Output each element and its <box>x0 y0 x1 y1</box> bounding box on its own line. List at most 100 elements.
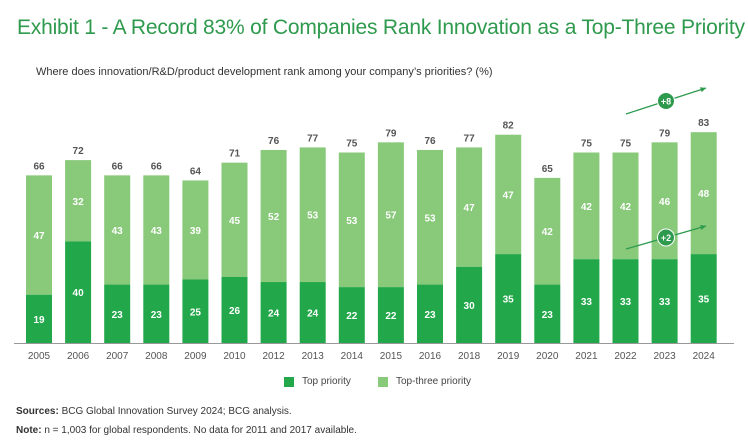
delta-total-badge <box>657 92 675 110</box>
label-top-priority-2008: 23 <box>151 310 163 321</box>
bar-top-priority-2024 <box>690 254 717 343</box>
label-total-2005: 66 <box>33 161 45 172</box>
bar-top-three-2013 <box>299 147 326 283</box>
label-top-priority-2021: 33 <box>581 297 593 308</box>
label-total-2010: 71 <box>229 149 241 160</box>
label-total-2007: 66 <box>112 161 124 172</box>
label-top-priority-2015: 22 <box>385 311 397 322</box>
bar-top-three-2019 <box>495 134 522 255</box>
label-top-three-2019: 47 <box>503 190 515 201</box>
legend-swatch-top-three-priority <box>378 376 388 387</box>
delta-top-priority-arrow-head <box>700 224 706 231</box>
bars-group: 19 47 66 2005 40 32 72 2006 23 43 66 2007 23 43 66 2008… <box>14 118 734 362</box>
x-tick-2013: 2013 <box>302 351 325 362</box>
bar-top-three-2012 <box>260 149 287 283</box>
bar-top-priority-2015 <box>377 287 404 343</box>
label-top-three-2024: 48 <box>698 189 710 200</box>
bar-top-three-2016 <box>417 149 443 285</box>
x-tick-2008: 2008 <box>145 351 168 362</box>
label-total-2024: 83 <box>698 118 710 129</box>
bar-top-three-2009 <box>182 180 209 280</box>
sources-label: Sources: <box>16 406 59 417</box>
bar-top-three-2015 <box>377 142 404 288</box>
label-total-2006: 72 <box>73 146 85 157</box>
note-label: Note: <box>16 425 42 436</box>
x-tick-2021: 2021 <box>575 351 598 362</box>
bar-top-priority-2019 <box>495 254 522 343</box>
label-total-2020: 65 <box>542 164 554 175</box>
bar-top-three-2010 <box>221 162 248 277</box>
delta-top-priority-badge <box>657 228 675 247</box>
label-total-2008: 66 <box>151 161 163 172</box>
label-top-three-2016: 53 <box>424 213 436 224</box>
bar-top-priority-2012 <box>260 282 287 343</box>
x-tick-2024: 2024 <box>693 351 716 362</box>
label-top-three-2008: 43 <box>151 226 163 237</box>
label-top-priority-2014: 22 <box>346 311 358 322</box>
x-tick-2023: 2023 <box>653 351 676 362</box>
x-tick-2014: 2014 <box>341 351 364 362</box>
label-top-three-2021: 42 <box>581 202 593 213</box>
x-tick-2007: 2007 <box>106 351 129 362</box>
bar-top-three-2022 <box>612 152 639 260</box>
chart-title: Exhibit 1 - A Record 83% of Companies Ra… <box>17 16 745 39</box>
legend-item-top-priority: Top priority <box>284 376 351 387</box>
bar-top-three-2018 <box>456 147 483 267</box>
label-top-three-2015: 57 <box>385 211 397 222</box>
bar-top-three-2021 <box>573 152 600 260</box>
x-tick-2016: 2016 <box>419 351 442 362</box>
label-top-priority-2006: 40 <box>73 288 85 299</box>
note-line: Note: n = 1,003 for global respondents. … <box>16 421 357 440</box>
sources-line: Sources: BCG Global Innovation Survey 20… <box>16 402 357 421</box>
x-tick-2012: 2012 <box>262 351 285 362</box>
delta-top-priority-badge-text: +2 <box>661 233 671 243</box>
bar-top-three-2020 <box>534 177 561 285</box>
bar-top-three-2008 <box>143 175 170 285</box>
x-tick-2010: 2010 <box>223 351 246 362</box>
legend-label-top-three-priority: Top-three priority <box>396 376 472 387</box>
label-top-three-2018: 47 <box>464 203 476 214</box>
bar-top-priority-2013 <box>299 282 326 343</box>
bar-top-priority-2008 <box>143 284 170 343</box>
bar-top-priority-2021 <box>573 259 600 343</box>
bar-top-priority-2018 <box>456 266 483 343</box>
label-top-priority-2016: 23 <box>424 310 436 321</box>
bar-top-three-2014 <box>338 152 365 288</box>
label-total-2019: 82 <box>503 121 515 132</box>
x-tick-2019: 2019 <box>497 351 520 362</box>
x-tick-2022: 2022 <box>614 351 637 362</box>
label-top-priority-2009: 25 <box>190 307 202 318</box>
legend-swatch-top-priority <box>284 376 294 387</box>
x-tick-2015: 2015 <box>380 351 403 362</box>
bar-top-three-2007 <box>104 175 131 285</box>
label-top-priority-2022: 33 <box>620 297 632 308</box>
label-top-three-2010: 45 <box>229 216 241 227</box>
legend-item-top-three-priority: Top-three priority <box>378 376 471 387</box>
x-tick-2018: 2018 <box>458 351 481 362</box>
label-total-2009: 64 <box>190 166 202 177</box>
label-total-2014: 75 <box>346 139 358 150</box>
label-top-priority-2010: 26 <box>229 306 241 317</box>
label-total-2015: 79 <box>385 128 397 139</box>
sources-text: BCG Global Innovation Survey 2024; BCG a… <box>58 406 292 417</box>
label-total-2012: 76 <box>268 136 280 147</box>
label-top-priority-2013: 24 <box>307 309 319 320</box>
label-top-priority-2012: 24 <box>268 309 280 320</box>
label-top-three-2006: 32 <box>73 197 85 208</box>
x-tick-2020: 2020 <box>536 351 559 362</box>
delta-total-badge-text: +8 <box>661 97 671 107</box>
bar-top-priority-2016 <box>417 284 443 343</box>
bar-top-priority-2007 <box>104 284 131 343</box>
x-tick-2005: 2005 <box>28 351 51 362</box>
label-top-three-2014: 53 <box>346 216 358 227</box>
label-top-priority-2020: 23 <box>542 310 554 321</box>
x-tick-2009: 2009 <box>184 351 207 362</box>
label-top-three-2023: 46 <box>659 197 671 208</box>
bar-top-priority-2020 <box>534 284 561 343</box>
label-total-2022: 75 <box>620 139 632 150</box>
x-tick-2006: 2006 <box>67 351 90 362</box>
stacked-bar-chart: 19 47 66 2005 40 32 72 2006 23 43 66 2007 23 43 66 2008… <box>14 87 734 362</box>
bar-top-priority-2009 <box>182 279 209 343</box>
chart-notes: Sources: BCG Global Innovation Survey 20… <box>16 402 357 440</box>
label-top-three-2012: 52 <box>268 212 280 223</box>
